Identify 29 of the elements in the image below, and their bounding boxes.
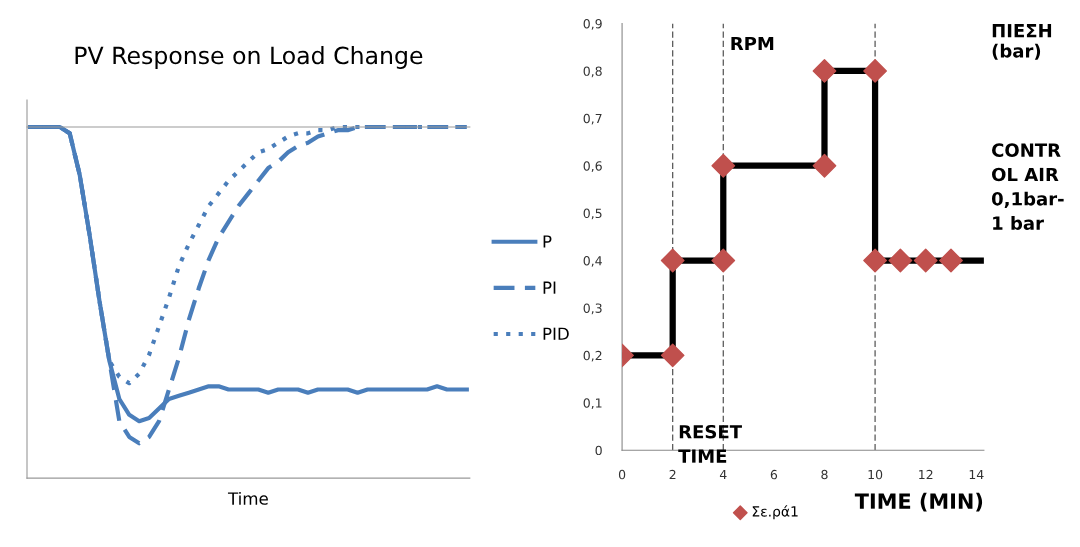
y-tick-label: 0,4 bbox=[583, 256, 602, 267]
x-axis-title: TIME (MIN) bbox=[854, 492, 983, 512]
y-tick-label: 0,2 bbox=[583, 350, 602, 362]
y-axis-title: ΠΙΕΣΗ (bar) bbox=[992, 24, 1052, 60]
y-tick-label: 0,8 bbox=[583, 66, 602, 78]
y-tick-label: 0,9 bbox=[583, 18, 602, 30]
x-axis-title: Time bbox=[227, 491, 268, 505]
x-tick-label: 6 bbox=[770, 469, 778, 480]
legend-label: PI bbox=[543, 281, 556, 294]
legend-label: P bbox=[543, 235, 552, 248]
y-tick-label: 0,7 bbox=[583, 113, 602, 125]
legend-label: Σε.ρά1 bbox=[752, 505, 798, 520]
x-tick-label: 12 bbox=[919, 469, 933, 480]
x-tick-label: 4 bbox=[719, 470, 727, 480]
text: CONTR OL AIR 0,1bar- 1 bar bbox=[991, 143, 1064, 230]
x-tick-label: 8 bbox=[821, 469, 828, 480]
annotation: RPM bbox=[731, 36, 774, 51]
y-tick-label: 0 bbox=[595, 445, 602, 456]
x-tick-label: 10 bbox=[868, 469, 883, 480]
chart-title: PV Response on Load Change bbox=[75, 46, 423, 69]
y-tick-label: 0,5 bbox=[583, 208, 602, 220]
y-tick-label: 0,6 bbox=[583, 161, 602, 172]
annotation: RESET TIME bbox=[678, 424, 742, 463]
x-tick-label: 14 bbox=[969, 470, 984, 480]
x-tick-label: 2 bbox=[669, 469, 676, 480]
legend-label: PID bbox=[543, 327, 569, 340]
x-tick-label: 0 bbox=[618, 469, 626, 480]
y-tick-label: 0,3 bbox=[583, 303, 602, 315]
y-tick-label: 0,1 bbox=[583, 398, 602, 409]
